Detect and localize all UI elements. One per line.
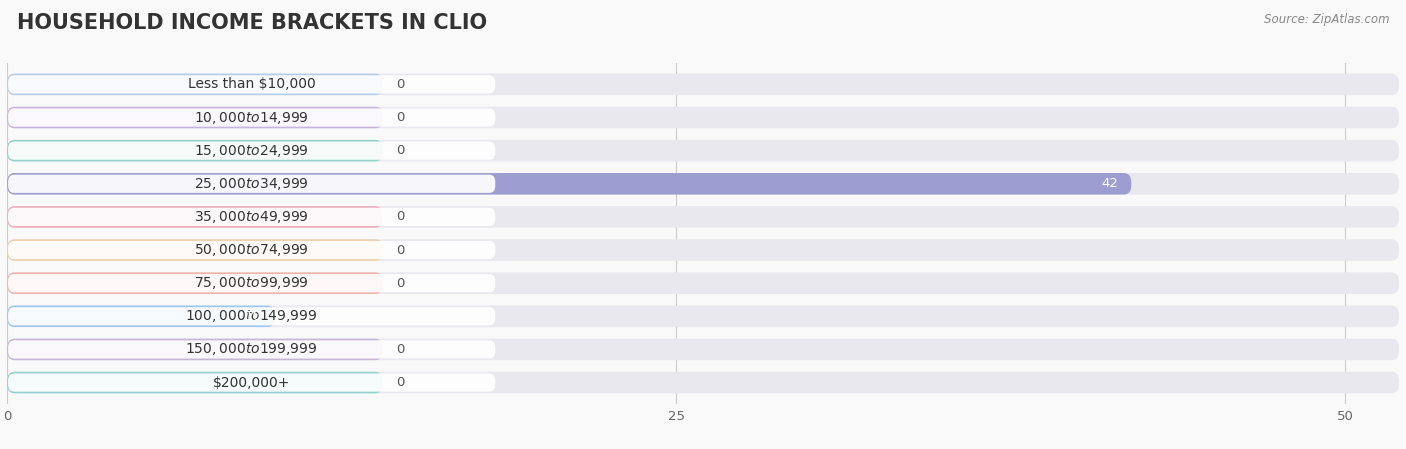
- Text: 0: 0: [396, 144, 405, 157]
- Text: $100,000 to $149,999: $100,000 to $149,999: [186, 308, 318, 324]
- Text: Less than $10,000: Less than $10,000: [188, 77, 315, 92]
- FancyBboxPatch shape: [7, 239, 1399, 261]
- FancyBboxPatch shape: [8, 274, 495, 292]
- FancyBboxPatch shape: [7, 339, 1399, 360]
- Text: Source: ZipAtlas.com: Source: ZipAtlas.com: [1264, 13, 1389, 26]
- FancyBboxPatch shape: [8, 141, 495, 160]
- FancyBboxPatch shape: [7, 173, 1399, 194]
- FancyBboxPatch shape: [7, 107, 1399, 128]
- FancyBboxPatch shape: [8, 108, 495, 127]
- Text: 0: 0: [396, 277, 405, 290]
- Text: $150,000 to $199,999: $150,000 to $199,999: [186, 341, 318, 357]
- FancyBboxPatch shape: [7, 305, 1399, 327]
- FancyBboxPatch shape: [7, 372, 382, 393]
- Text: $200,000+: $200,000+: [212, 375, 291, 390]
- Text: $10,000 to $14,999: $10,000 to $14,999: [194, 110, 309, 126]
- FancyBboxPatch shape: [7, 339, 382, 360]
- Text: $75,000 to $99,999: $75,000 to $99,999: [194, 275, 309, 291]
- FancyBboxPatch shape: [7, 140, 1399, 162]
- FancyBboxPatch shape: [7, 140, 382, 162]
- FancyBboxPatch shape: [7, 107, 382, 128]
- FancyBboxPatch shape: [7, 206, 1399, 228]
- FancyBboxPatch shape: [7, 305, 274, 327]
- Text: $50,000 to $74,999: $50,000 to $74,999: [194, 242, 309, 258]
- FancyBboxPatch shape: [8, 75, 495, 93]
- Text: HOUSEHOLD INCOME BRACKETS IN CLIO: HOUSEHOLD INCOME BRACKETS IN CLIO: [17, 13, 486, 34]
- Text: 0: 0: [396, 343, 405, 356]
- FancyBboxPatch shape: [7, 173, 1132, 194]
- FancyBboxPatch shape: [8, 340, 495, 359]
- Text: 0: 0: [396, 376, 405, 389]
- FancyBboxPatch shape: [7, 74, 382, 95]
- FancyBboxPatch shape: [7, 239, 382, 261]
- Text: 0: 0: [396, 243, 405, 256]
- Text: 0: 0: [396, 78, 405, 91]
- FancyBboxPatch shape: [8, 374, 495, 392]
- Text: 42: 42: [1101, 177, 1118, 190]
- Text: $15,000 to $24,999: $15,000 to $24,999: [194, 143, 309, 158]
- FancyBboxPatch shape: [8, 307, 495, 326]
- FancyBboxPatch shape: [7, 273, 1399, 294]
- FancyBboxPatch shape: [7, 206, 382, 228]
- FancyBboxPatch shape: [8, 175, 495, 193]
- FancyBboxPatch shape: [7, 273, 382, 294]
- Text: $25,000 to $34,999: $25,000 to $34,999: [194, 176, 309, 192]
- FancyBboxPatch shape: [8, 208, 495, 226]
- FancyBboxPatch shape: [7, 372, 1399, 393]
- Text: 10: 10: [245, 310, 262, 323]
- Text: 0: 0: [396, 211, 405, 224]
- FancyBboxPatch shape: [8, 241, 495, 259]
- Text: $35,000 to $49,999: $35,000 to $49,999: [194, 209, 309, 225]
- FancyBboxPatch shape: [7, 74, 1399, 95]
- Text: 0: 0: [396, 111, 405, 124]
